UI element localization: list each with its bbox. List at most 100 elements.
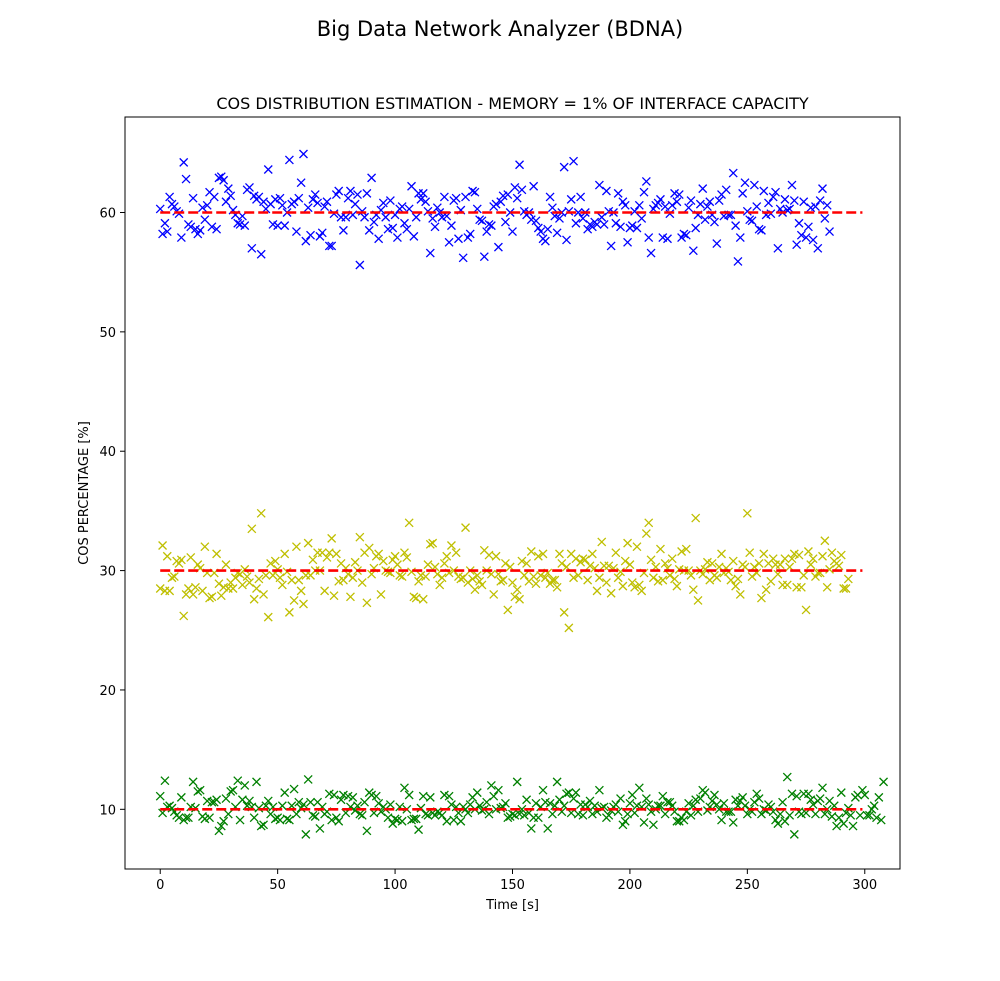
data-point	[531, 216, 541, 226]
data-point	[756, 809, 766, 819]
data-point	[374, 798, 384, 808]
data-point	[529, 181, 539, 191]
data-point	[752, 789, 762, 799]
data-point	[764, 198, 773, 208]
data-point	[470, 187, 480, 197]
data-point	[759, 549, 769, 559]
data-point	[836, 788, 846, 798]
data-point	[158, 541, 168, 550]
data-point	[768, 554, 778, 564]
data-point	[700, 564, 710, 574]
data-point	[773, 243, 783, 253]
data-point	[836, 550, 846, 560]
data-point	[522, 795, 532, 805]
data-point	[789, 829, 799, 839]
data-point	[550, 575, 560, 585]
data-point	[479, 252, 489, 262]
data-point	[536, 227, 546, 237]
data-point	[613, 573, 623, 583]
data-point	[221, 794, 231, 804]
data-point	[768, 192, 778, 202]
data-point	[663, 234, 672, 244]
data-point	[630, 206, 640, 216]
data-point	[160, 218, 170, 228]
data-point	[376, 590, 386, 599]
data-point	[839, 584, 849, 593]
data-point	[493, 242, 503, 252]
data-point	[620, 200, 630, 210]
data-point	[280, 788, 290, 798]
data-point	[794, 550, 804, 560]
data-point	[616, 567, 625, 577]
data-point	[634, 200, 644, 210]
data-point	[493, 785, 503, 795]
data-point	[193, 786, 203, 796]
data-point	[360, 797, 370, 807]
data-point	[594, 785, 604, 795]
data-point	[545, 798, 555, 808]
data-point	[792, 791, 802, 801]
data-point	[512, 193, 522, 203]
data-point	[623, 237, 633, 247]
data-point	[395, 570, 405, 580]
data-point	[778, 797, 788, 807]
data-point	[205, 813, 215, 823]
data-point	[385, 196, 395, 206]
data-point	[432, 203, 442, 213]
data-point	[801, 233, 811, 243]
data-point	[263, 796, 273, 806]
data-point	[158, 229, 168, 239]
data-point	[508, 227, 517, 237]
data-point	[482, 797, 492, 807]
data-point	[489, 791, 499, 801]
data-point	[578, 214, 588, 223]
data-point	[808, 800, 818, 810]
data-point	[796, 582, 806, 592]
data-point	[162, 551, 172, 561]
data-point	[263, 165, 273, 174]
data-point	[186, 222, 196, 232]
data-point	[446, 221, 456, 231]
data-point	[745, 215, 755, 225]
data-point	[695, 794, 705, 804]
data-point	[536, 570, 546, 580]
y-axis-label: COS PERCENTAGE [%]	[77, 421, 92, 565]
data-point	[693, 595, 703, 605]
x-axis: 0 50 100 150 200 250 300	[156, 869, 877, 893]
data-point	[261, 570, 271, 580]
x-tick-label: 300	[852, 878, 877, 893]
plot-area	[155, 149, 889, 839]
data-point	[820, 536, 830, 546]
data-point	[423, 810, 433, 820]
data-point	[247, 243, 257, 253]
data-point	[742, 508, 752, 518]
data-point	[519, 810, 529, 820]
data-point	[637, 214, 647, 223]
y-tick-label: 40	[99, 445, 116, 460]
data-point	[681, 544, 691, 554]
data-point	[233, 776, 243, 786]
data-point	[256, 821, 266, 831]
data-point	[252, 777, 261, 787]
data-point	[221, 197, 231, 207]
data-point	[275, 573, 285, 583]
data-point	[646, 248, 656, 258]
data-point	[538, 549, 548, 559]
data-point	[237, 795, 247, 805]
data-point	[190, 582, 200, 592]
data-point	[808, 235, 818, 245]
data-point	[503, 605, 513, 615]
data-point	[489, 590, 499, 599]
data-point	[320, 202, 330, 211]
data-point	[162, 227, 172, 237]
data-point	[611, 218, 621, 228]
data-point	[188, 777, 198, 787]
data-point	[818, 783, 827, 793]
data-point	[183, 584, 193, 593]
data-point	[747, 572, 757, 582]
data-point	[179, 157, 189, 167]
data-point	[324, 241, 334, 251]
data-point	[728, 556, 738, 566]
data-point	[383, 813, 393, 823]
data-point	[205, 593, 215, 603]
